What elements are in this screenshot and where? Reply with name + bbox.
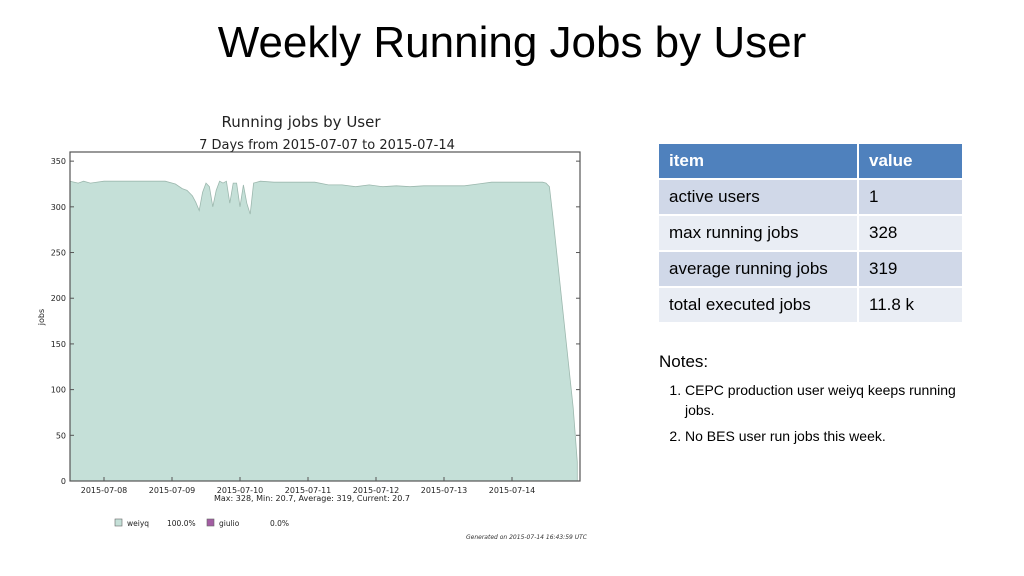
slide-title: Weekly Running Jobs by User	[217, 18, 807, 67]
running-jobs-chart: Running jobs by User 7 Days from 2015-07…	[37, 113, 588, 541]
plot-frame	[69, 151, 581, 482]
y-tick-label: 300	[51, 203, 66, 212]
cell-value: 319	[857, 250, 964, 288]
x-tick-label: 2015-07-14	[489, 486, 536, 495]
chart-subtitle: 7 Days from 2015-07-07 to 2015-07-14	[199, 138, 455, 153]
area-series-weiyq	[69, 180, 578, 482]
stats-table-header: item value	[657, 142, 964, 180]
chart-footer: Generated on 2015-07-14 16:43:59 UTC	[466, 534, 588, 541]
table-row: max running jobs 328	[657, 214, 964, 252]
y-tick-label: 0	[61, 477, 66, 486]
cell-value: 1	[857, 178, 964, 216]
y-tick-label: 350	[51, 157, 66, 166]
legend-percent-giulio: 0.0%	[270, 519, 289, 528]
cell-item: max running jobs	[657, 214, 859, 252]
notes-list: CEPC production user weiyq keeps running…	[659, 380, 959, 446]
table-row: active users 1	[657, 178, 964, 216]
legend-percent-weiyq: 100.0%	[167, 519, 196, 528]
notes-section: Notes: CEPC production user weiyq keeps …	[659, 352, 959, 452]
cell-value: 328	[857, 214, 964, 252]
stats-table: item value active users 1 max running jo…	[657, 142, 964, 324]
notes-title: Notes:	[659, 352, 709, 371]
legend-swatch-weiyq	[114, 518, 123, 527]
legend-label-weiyq: weiyq	[127, 519, 149, 528]
cell-item: total executed jobs	[657, 286, 859, 324]
x-tick-label: 2015-07-08	[81, 486, 128, 495]
x-tick-label: 2015-07-11	[285, 486, 332, 495]
note-item: CEPC production user weiyq keeps running…	[685, 380, 959, 420]
y-tick-label: 100	[51, 386, 66, 395]
y-axis-label: jobs	[37, 309, 46, 326]
header-value: value	[857, 142, 964, 180]
y-tick-label: 250	[51, 249, 66, 258]
x-tick-label: 2015-07-13	[421, 486, 468, 495]
legend-label-giulio: giulio	[219, 519, 240, 528]
cell-item: active users	[657, 178, 859, 216]
cell-value: 11.8 k	[857, 286, 964, 324]
y-tick-label: 50	[56, 431, 66, 440]
y-tick-label: 150	[51, 340, 66, 349]
x-tick-label: 2015-07-12	[353, 486, 400, 495]
chart-title: Running jobs by User	[221, 113, 381, 131]
cell-item: average running jobs	[657, 250, 859, 288]
chart-summary: Max: 328, Min: 20.7, Average: 319, Curre…	[214, 494, 410, 503]
header-item: item	[657, 142, 859, 180]
note-item: No BES user run jobs this week.	[685, 426, 959, 446]
x-tick-label: 2015-07-10	[217, 486, 264, 495]
table-row: total executed jobs 11.8 k	[657, 286, 964, 324]
y-tick-label: 200	[51, 294, 66, 303]
table-row: average running jobs 319	[657, 250, 964, 288]
legend-swatch-giulio	[206, 518, 215, 527]
x-tick-label: 2015-07-09	[149, 486, 196, 495]
